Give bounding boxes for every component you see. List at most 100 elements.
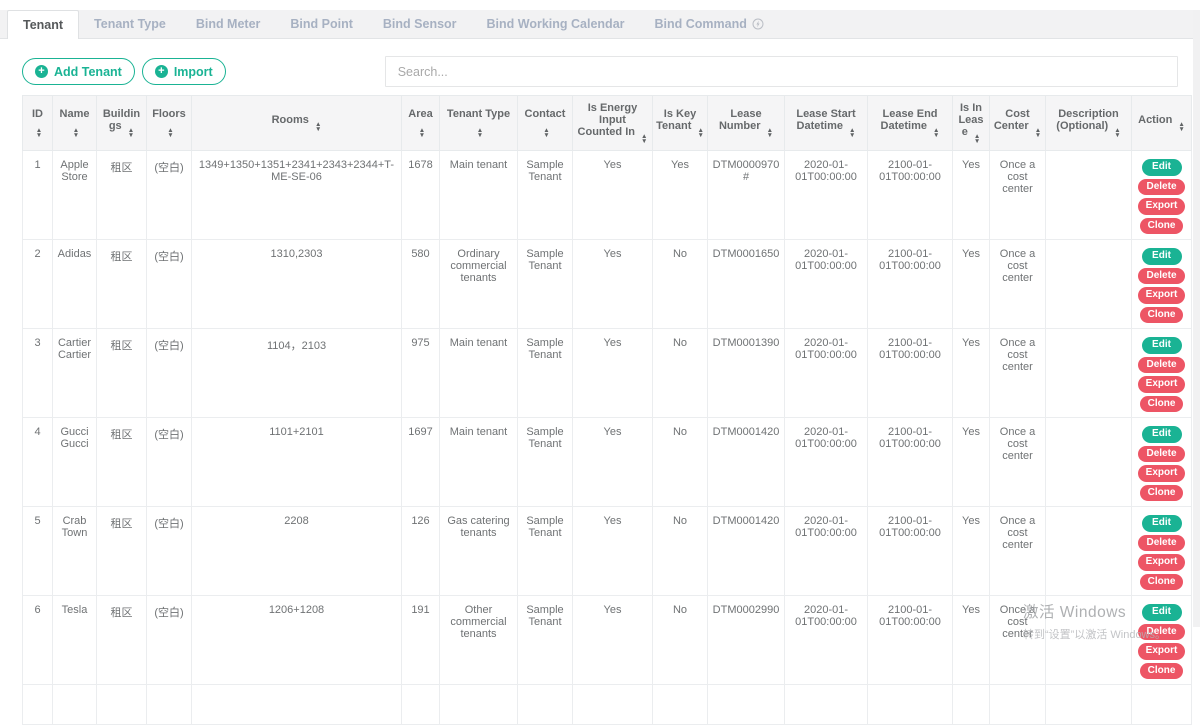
cell-empty [1045,684,1132,725]
edit-button[interactable]: Edit [1141,426,1182,443]
column-label: Lease End Datetime [880,108,938,132]
cell-description [1045,506,1132,596]
export-button[interactable]: Export [1137,198,1186,215]
cell-is-energy-input-counted-in: Yes [572,328,653,418]
sort-icon: ▲ ▼ [973,133,981,145]
edit-button[interactable]: Edit [1141,337,1182,354]
delete-button[interactable]: Delete [1138,534,1185,551]
edit-button[interactable]: Edit [1141,248,1182,265]
clone-button[interactable]: Clone [1139,217,1184,234]
delete-button[interactable]: Delete [1138,445,1185,462]
column-header-lease-start-datetime[interactable]: Lease Start Datetime ▲ ▼ [784,95,868,151]
cell-cost-center: Once a cost center [989,506,1046,596]
export-button[interactable]: Export [1137,554,1186,571]
column-label: Floors [152,108,186,120]
cell-lease-end-datetime: 2100-01-01T00:00:00 [867,150,953,240]
tab-bind-working-calendar[interactable]: Bind Working Calendar [472,10,640,38]
column-header-tenant-type[interactable]: Tenant Type ▲ ▼ [439,95,518,151]
delete-button[interactable]: Delete [1138,623,1185,640]
sort-icon: ▲ ▼ [933,127,940,139]
cell-contact: Sample Tenant [517,150,573,240]
cell-empty [96,684,147,725]
cell-id: 3 [22,328,53,418]
cell-action: Edit Delete Export Clone [1131,417,1192,507]
delete-button[interactable]: Delete [1138,356,1185,373]
cell-empty [22,684,53,725]
cell-name: Cartier Cartier [52,328,97,418]
column-header-name[interactable]: Name ▲ ▼ [52,95,97,151]
column-header-is-energy-input-counted-in[interactable]: Is Energy Input Counted In ▲ ▼ [572,95,653,151]
column-header-id[interactable]: ID ▲ ▼ [22,95,53,151]
clone-button[interactable]: Clone [1139,573,1184,590]
edit-button[interactable]: Edit [1141,604,1182,621]
sort-icon: ▲ ▼ [314,121,322,133]
export-button[interactable]: Export [1137,376,1186,393]
column-header-action[interactable]: Action ▲ ▼ [1131,95,1192,151]
sort-icon: ▲ ▼ [418,127,426,139]
export-button[interactable]: Export [1137,287,1186,304]
column-header-rooms[interactable]: Rooms ▲ ▼ [191,95,402,151]
tab-label: Bind Sensor [382,17,457,31]
cell-empty [572,684,653,725]
cell-floors: (空白) [146,595,192,685]
export-button[interactable]: Export [1137,465,1186,482]
column-label: Action [1138,114,1173,126]
delete-button[interactable]: Delete [1138,267,1185,284]
cell-description [1045,328,1132,418]
search-input[interactable] [384,56,1178,87]
cell-tenant-type: Main tenant [439,150,518,240]
cell-tenant-type: Main tenant [439,417,518,507]
column-header-buildings[interactable]: Buildings ▲ ▼ [96,95,147,151]
cell-lease-start-datetime: 2020-01-01T00:00:00 [784,417,868,507]
tab-bind-point[interactable]: Bind Point [275,10,368,38]
column-header-cost-center[interactable]: Cost Center ▲ ▼ [989,95,1046,151]
clone-button[interactable]: Clone [1139,395,1184,412]
column-header-is-in-lease[interactable]: Is In Lease ▲ ▼ [952,95,990,151]
column-label: Cost Center [993,108,1030,132]
cell-is-in-lease: Yes [952,417,990,507]
tab-bar: Tenant Tenant Type Bind Meter Bind Point Bin… [0,10,1200,39]
tab-bind-command[interactable]: Bind Command [640,10,779,38]
tab-tenant[interactable]: Tenant [7,10,80,39]
cell-buildings: 租区 [96,150,147,240]
column-label: Tenant Type [446,108,511,120]
edit-button[interactable]: Edit [1141,515,1182,532]
column-header-floors[interactable]: Floors ▲ ▼ [146,95,192,151]
cell-area: 1697 [401,417,440,507]
cell-empty [146,684,192,725]
cell-lease-end-datetime: 2100-01-01T00:00:00 [867,417,953,507]
column-header-lease-end-datetime[interactable]: Lease End Datetime ▲ ▼ [867,95,953,151]
table-header-row: ID ▲ ▼ Name ▲ ▼ Buildings ▲ ▼ Floors ▲ ▼ Rooms ▲… [22,95,1192,151]
tab-bind-meter[interactable]: Bind Meter [181,10,276,38]
scrollbar-track[interactable] [1193,10,1200,627]
cell-is-key-tenant: No [652,417,708,507]
column-header-description-optional[interactable]: Description (Optional) ▲ ▼ [1045,95,1132,151]
cell-action: Edit Delete Export Clone [1131,595,1192,685]
column-label: Lease Start Datetime [796,108,856,132]
column-header-area[interactable]: Area ▲ ▼ [401,95,440,151]
tenant-table: ID ▲ ▼ Name ▲ ▼ Buildings ▲ ▼ Floors ▲ ▼ Rooms ▲… [22,95,1192,725]
cell-lease-number: DTM0001420 [707,417,785,507]
clone-button[interactable]: Clone [1139,484,1184,501]
column-header-lease-number[interactable]: Lease Number ▲ ▼ [707,95,785,151]
add-tenant-button[interactable]: + Add Tenant [22,58,135,85]
cell-is-key-tenant: No [652,328,708,418]
table-row: 5 Crab Town 租区 (空白) 2208 126 Gas catering tena… [22,506,1192,596]
cell-lease-number: DTM0001390 [707,328,785,418]
column-header-contact[interactable]: Contact ▲ ▼ [517,95,573,151]
column-header-is-key-tenant[interactable]: Is Key Tenant ▲ ▼ [652,95,708,151]
export-button[interactable]: Export [1137,643,1186,660]
clone-button[interactable]: Clone [1139,662,1184,679]
plus-circle-icon: + [35,65,48,78]
cell-empty [784,684,868,725]
import-label: Import [173,64,213,79]
delete-button[interactable]: Delete [1138,178,1185,195]
cell-name: Crab Town [52,506,97,596]
tab-label: Tenant Type [94,17,166,31]
cell-area: 126 [401,506,440,596]
import-button[interactable]: + Import [141,58,226,85]
clone-button[interactable]: Clone [1139,306,1184,323]
edit-button[interactable]: Edit [1141,159,1182,176]
tab-tenant-type[interactable]: Tenant Type [79,10,181,38]
tab-bind-sensor[interactable]: Bind Sensor [368,10,472,38]
